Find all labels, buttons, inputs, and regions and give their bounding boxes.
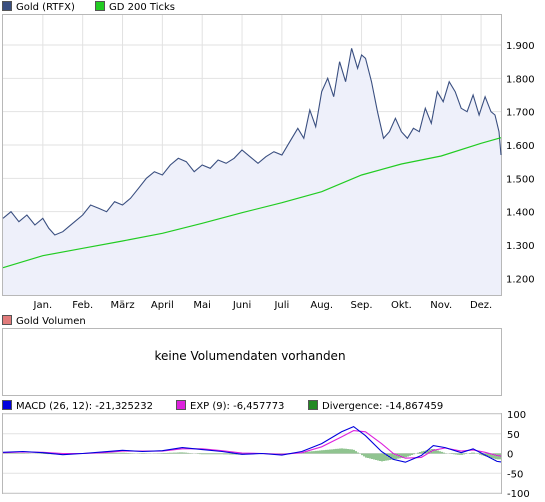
price-x-tick-label: Mai (193, 300, 211, 311)
legend-exp-swatch (176, 400, 186, 410)
legend-macd-swatch (2, 400, 12, 410)
price-x-tick-label: Juni (232, 300, 251, 311)
gold-area-fill (3, 48, 501, 295)
macd-y-tick-label: 100 (507, 410, 526, 421)
legend-divergence: Divergence: -14,867459 (308, 400, 443, 413)
price-x-tick-label: Juli (273, 300, 289, 311)
volume-panel (2, 328, 502, 396)
price-x-tick-label: Aug. (310, 300, 333, 311)
legend-macd: MACD (26, 12): -21,325232 (2, 400, 153, 413)
macd-line (2, 425, 502, 463)
legend-volume-swatch (2, 315, 12, 325)
volume-empty-message: keine Volumendaten vorhanden (154, 349, 346, 363)
gold-price-line (2, 48, 502, 236)
price-y-tick-label: 1.200 (506, 274, 535, 285)
price-y-tick-label: 1.700 (506, 108, 535, 119)
legend-gold: Gold (RTFX) (2, 1, 75, 14)
price-y-tick-label: 1.600 (506, 141, 535, 152)
price-x-tick-label: April (151, 300, 174, 311)
legend-gd200-swatch (95, 1, 105, 11)
legend-gd200-label: GD 200 Ticks (109, 2, 175, 13)
macd-y-tick-label: -50 (507, 469, 523, 480)
price-y-tick-label: 1.900 (506, 41, 535, 52)
gd200-line (2, 137, 502, 269)
legend-divergence-swatch (308, 400, 318, 410)
legend-volume: Gold Volumen (2, 315, 86, 328)
legend-macd-label: MACD (26, 12): -21,325232 (16, 401, 153, 412)
price-x-tick-label: Jan. (33, 300, 53, 311)
price-y-tick-label: 1.400 (506, 208, 535, 219)
price-y-tick-label: 1.500 (506, 174, 535, 185)
legend-gd200: GD 200 Ticks (95, 1, 175, 14)
legend-exp-label: EXP (9): -6,457773 (190, 401, 285, 412)
legend-gold-swatch (2, 1, 12, 11)
price-x-tick-label: März (110, 300, 134, 311)
legend-exp: EXP (9): -6,457773 (176, 400, 284, 413)
legend-divergence-label: Divergence: -14,867459 (322, 401, 444, 412)
price-y-tick-label: 1.300 (506, 241, 535, 252)
price-x-tick-label: Sep. (351, 300, 373, 311)
macd-y-tick-label: 0 (507, 450, 513, 461)
price-x-tick-label: Nov. (430, 300, 452, 311)
price-x-tick-label: Okt. (391, 300, 412, 311)
macd-y-tick-label: -100 (507, 489, 530, 500)
price-y-tick-label: 1.800 (506, 74, 535, 85)
price-chart: 1.200 1.300 1.400 1.500 1.600 1.700 1.800 1.900… (2, 15, 535, 311)
price-x-tick-label: Dez. (470, 300, 492, 311)
legend-volume-label: Gold Volumen (16, 316, 86, 327)
macd-y-tick-label: 50 (507, 430, 520, 441)
legend-gold-label: Gold (RTFX) (16, 2, 75, 13)
price-x-tick-label: Feb. (72, 300, 93, 311)
